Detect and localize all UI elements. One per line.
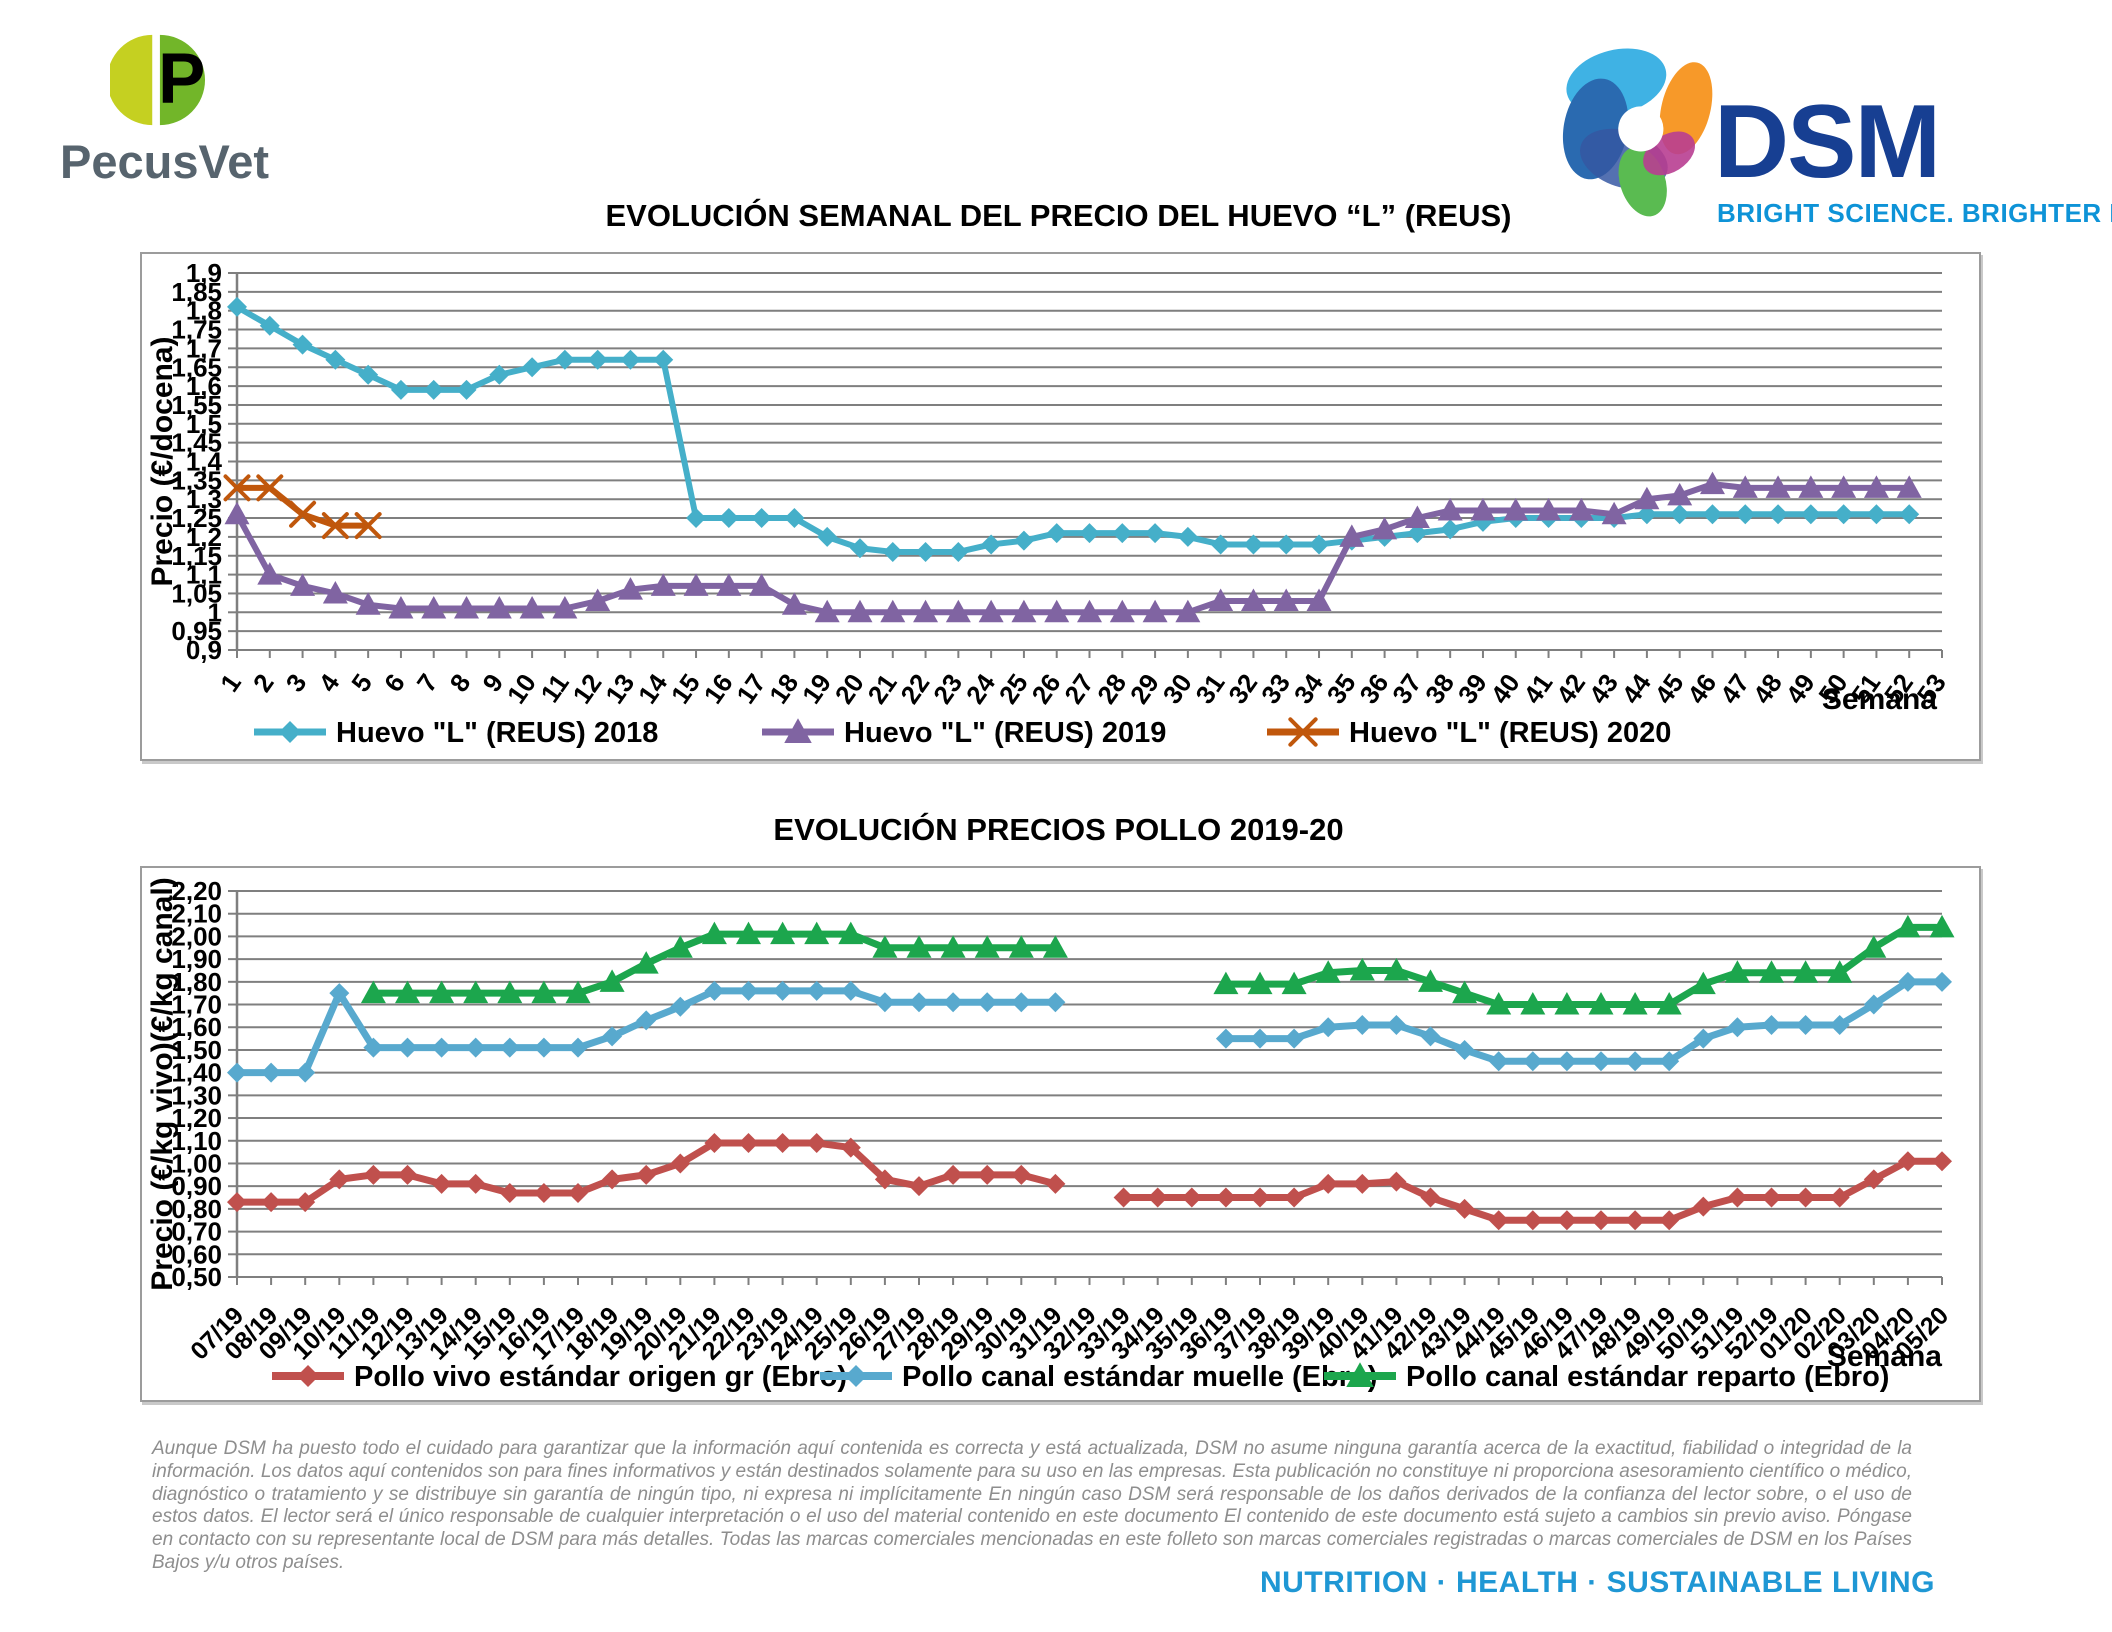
svg-text:Huevo "L" (REUS) 2018: Huevo "L" (REUS) 2018: [336, 717, 658, 749]
svg-text:1,8: 1,8: [186, 296, 222, 326]
series-0-0: [227, 296, 1920, 562]
pecusvet-name: PecusVet: [60, 135, 270, 188]
huevo-chart-plot: 1,91,851,81,751,71,651,61,551,51,451,41,…: [146, 258, 1952, 749]
svg-text:Pollo canal estándar muelle (E: Pollo canal estándar muelle (Ebro): [902, 1361, 1377, 1393]
svg-text:0,60: 0,60: [171, 1239, 222, 1269]
svg-text:1,25: 1,25: [171, 503, 222, 533]
svg-text:1,55: 1,55: [171, 390, 222, 420]
svg-text:2: 2: [247, 668, 280, 697]
gridlines: 2,202,102,001,901,801,701,601,501,401,30…: [171, 876, 1942, 1292]
disclaimer-text: Aunque DSM ha puesto todo el cuidado par…: [152, 1438, 1912, 1573]
svg-text:1,1: 1,1: [186, 560, 222, 590]
pecusvet-icon: P: [110, 34, 205, 126]
legend: Pollo vivo estándar origen gr (Ebro) Poll…: [272, 1361, 1889, 1393]
svg-text:0,9: 0,9: [186, 635, 222, 665]
svg-text:4: 4: [312, 668, 345, 697]
series-1-1: [227, 971, 1952, 1083]
svg-text:Pollo canal estándar reparto (: Pollo canal estándar reparto (Ebro): [1406, 1361, 1889, 1393]
svg-text:Pollo vivo estándar origen gr: Pollo vivo estándar origen gr (Ebro): [354, 1361, 847, 1393]
huevo-chart: 1,9 1,85 1,8 1,75 1,7 1,65 1,6 1,55 1,5 1,45 1,4 1,…: [140, 252, 1981, 761]
svg-text:1,6: 1,6: [186, 371, 222, 401]
pollo-chart-plot: 2,202,102,001,901,801,701,601,501,401,30…: [146, 876, 1955, 1393]
svg-text:1,7: 1,7: [186, 333, 222, 363]
svg-text:8: 8: [444, 668, 477, 697]
svg-text:1,20: 1,20: [171, 1103, 222, 1133]
svg-text:1: 1: [208, 597, 222, 627]
svg-text:5: 5: [345, 668, 378, 697]
svg-text:1: 1: [214, 668, 247, 697]
svg-text:1,45: 1,45: [171, 428, 222, 458]
svg-text:6: 6: [378, 668, 411, 697]
svg-text:2,00: 2,00: [171, 921, 222, 951]
svg-text:0,50: 0,50: [171, 1262, 222, 1292]
svg-text:2,20: 2,20: [171, 876, 222, 906]
svg-text:0,95: 0,95: [171, 616, 222, 646]
pollo-chart-title: EVOLUCIÓN PRECIOS POLLO 2019-20: [773, 812, 1344, 847]
svg-text:3: 3: [280, 668, 313, 697]
svg-text:1,60: 1,60: [171, 1012, 222, 1042]
x-axis-title: Semana: [1827, 1340, 1942, 1373]
y-axis-label: Precio (€/kg vivo)(€/kg canal): [146, 877, 179, 1290]
x-axis: 07/1908/1909/1910/1911/1912/1913/1914/19…: [185, 1277, 1954, 1365]
dsm-swirl-icon: [1562, 48, 1713, 217]
svg-text:1,80: 1,80: [171, 967, 222, 997]
pecusvet-logo: P PecusVet: [60, 26, 360, 216]
dsm-name: DSM: [1714, 84, 1941, 200]
svg-text:0,80: 0,80: [171, 1194, 222, 1224]
svg-text:1,40: 1,40: [171, 1058, 222, 1088]
svg-text:1,85: 1,85: [171, 277, 222, 307]
svg-text:1,10: 1,10: [171, 1126, 222, 1156]
legend: Huevo "L" (REUS) 2018 Huevo "L" (REUS) 20…: [254, 717, 1671, 749]
series-1-2: [360, 914, 1955, 1015]
svg-text:1,05: 1,05: [171, 578, 222, 608]
svg-text:1,70: 1,70: [171, 990, 222, 1020]
svg-text:1,15: 1,15: [171, 541, 222, 571]
dsm-tagline: BRIGHT SCIENCE. BRIGHTER LIVING.: [1717, 198, 2112, 228]
huevo-chart-title: EVOLUCIÓN SEMANAL DEL PRECIO DEL HUEVO “…: [605, 198, 1512, 233]
svg-text:P: P: [158, 40, 205, 119]
svg-text:1,5: 1,5: [186, 409, 222, 439]
y-axis-label: Precio (€/docena): [146, 336, 179, 586]
svg-text:0,70: 0,70: [171, 1217, 222, 1247]
x-axis: 1 2 3 4 5 6 7 8 91011121314151617181920212223242…: [214, 650, 1952, 709]
svg-text:1,35: 1,35: [171, 465, 222, 495]
svg-text:1,90: 1,90: [171, 944, 222, 974]
svg-text:1,9: 1,9: [186, 258, 222, 288]
nutrition-tagline: NUTRITION · HEALTH · SUSTAINABLE LIVING: [1260, 1566, 1936, 1599]
svg-text:1,3: 1,3: [186, 484, 222, 514]
series-0-2: [223, 474, 382, 540]
svg-text:1,50: 1,50: [171, 1035, 222, 1065]
svg-text:0,90: 0,90: [171, 1171, 222, 1201]
series-0-1: [224, 471, 1922, 623]
svg-text:1,4: 1,4: [186, 447, 223, 477]
svg-text:1,30: 1,30: [171, 1080, 222, 1110]
svg-text:Huevo "L" (REUS) 2020: Huevo "L" (REUS) 2020: [1349, 717, 1671, 749]
svg-text:1,75: 1,75: [171, 315, 222, 345]
svg-text:1,00: 1,00: [171, 1148, 222, 1178]
x-axis-title: Semana: [1822, 683, 1937, 716]
svg-text:1,2: 1,2: [186, 522, 222, 552]
dsm-logo: DSM BRIGHT SCIENCE. BRIGHTER LIVING.: [1552, 30, 2112, 228]
svg-text:1,65: 1,65: [171, 352, 222, 382]
svg-text:Huevo "L" (REUS) 2019: Huevo "L" (REUS) 2019: [844, 717, 1166, 749]
series-1-0: [227, 1133, 1952, 1231]
svg-text:7: 7: [411, 668, 444, 697]
svg-text:2,10: 2,10: [171, 899, 222, 929]
pollo-chart: 2,20 2,10 2,00 1,90 1,80 1,70 1,60 1,50 1,40 1,30…: [140, 866, 1981, 1402]
